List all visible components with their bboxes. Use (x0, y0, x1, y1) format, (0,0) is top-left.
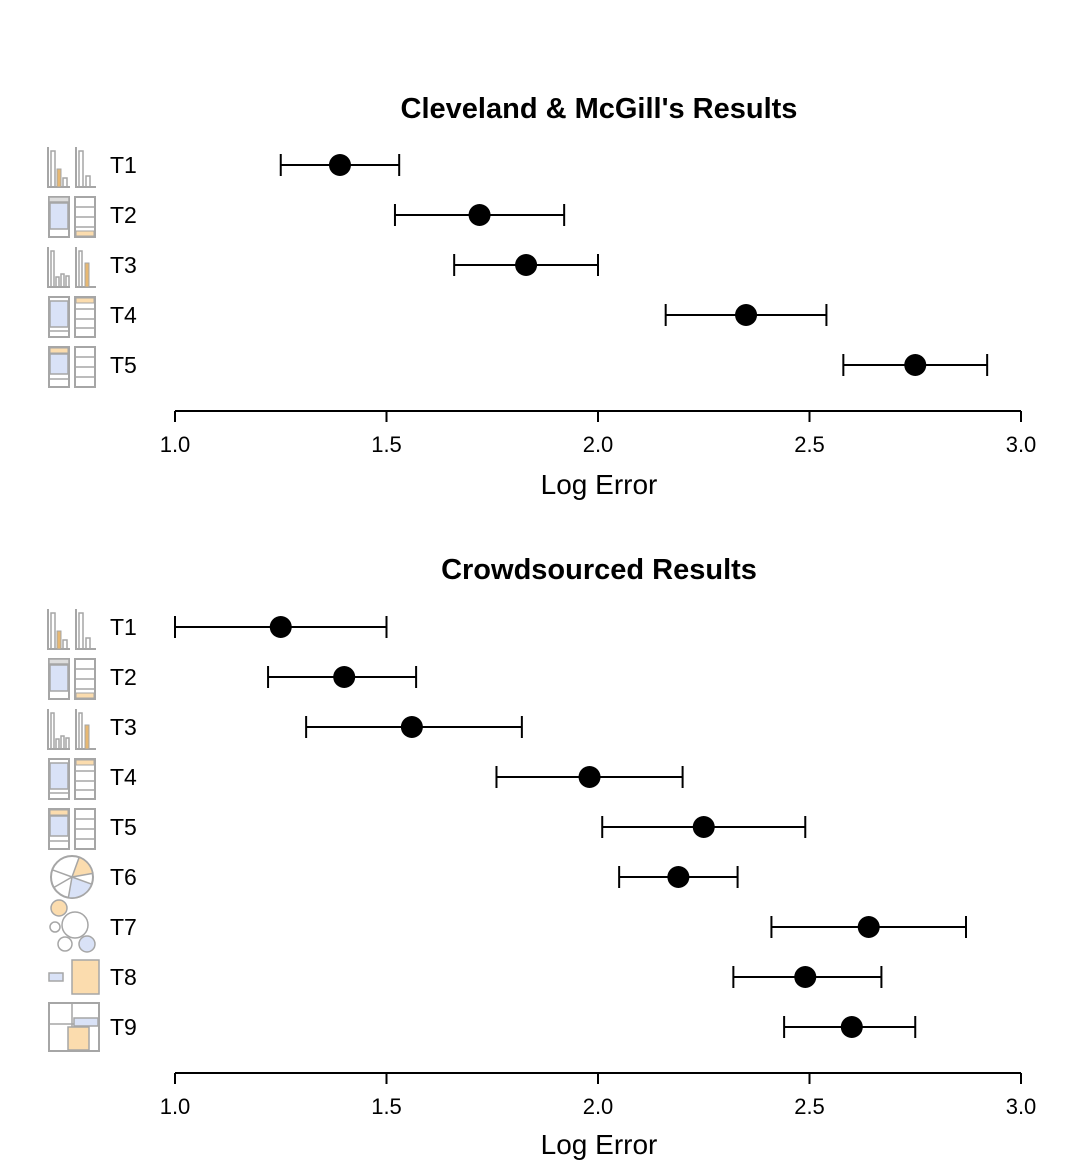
data-row: T5 (48, 346, 989, 388)
category-label: T1 (110, 152, 137, 178)
plot-area: T1 T2 T3 T4 T5 T6 T7 T8 T9 (47, 609, 968, 1052)
chart-title: Crowdsourced Results (441, 554, 757, 586)
stacked-bar-icon (48, 296, 96, 338)
stacked-bar-icon (48, 758, 96, 800)
category-label: T4 (110, 764, 137, 790)
pie-chart-icon (50, 855, 94, 899)
data-row: T1 (47, 609, 388, 650)
data-row: T3 (47, 247, 599, 288)
x-axis: 1.0 1.5 2.0 2.5 3.0 (160, 410, 1037, 457)
data-row: T3 (47, 709, 523, 750)
category-label: T5 (110, 352, 137, 378)
grouped-bar-icon (47, 247, 96, 288)
data-row: T2 (48, 658, 418, 700)
data-point (400, 716, 423, 738)
data-row: T8 (48, 959, 883, 995)
plot-area: T1 T2 T3 T4 T5 (47, 147, 989, 388)
data-row: T7 (49, 899, 968, 953)
data-row: T4 (48, 296, 828, 338)
x-axis-label: Log Error (541, 469, 658, 500)
data-point (794, 966, 817, 988)
x-tick-label: 1.0 (160, 1094, 191, 1119)
stacked-bar-icon (48, 658, 96, 700)
x-tick-label: 2.0 (583, 432, 614, 457)
data-point (692, 816, 715, 838)
area-square-icon (48, 959, 100, 995)
x-tick-label: 2.5 (794, 1094, 825, 1119)
data-point (468, 204, 491, 226)
stacked-bar-icon (48, 346, 96, 388)
data-point (269, 616, 292, 638)
category-label: T2 (110, 202, 137, 228)
data-point (840, 1016, 863, 1038)
data-point (904, 354, 927, 376)
x-tick-label: 3.0 (1006, 432, 1037, 457)
data-row: T6 (50, 855, 739, 899)
data-row: T1 (47, 147, 401, 188)
chart-title: Cleveland & McGill's Results (401, 93, 798, 125)
category-label: T8 (110, 964, 137, 990)
stacked-bar-icon (48, 196, 96, 238)
category-label: T4 (110, 302, 137, 328)
data-point (578, 766, 601, 788)
x-tick-label: 2.0 (583, 1094, 614, 1119)
category-label: T1 (110, 614, 137, 640)
data-point (735, 304, 758, 326)
category-label: T6 (110, 864, 137, 890)
grouped-bar-icon (47, 609, 96, 650)
x-tick-label: 3.0 (1006, 1094, 1037, 1119)
data-row: T5 (48, 808, 807, 850)
data-row: T2 (48, 196, 566, 238)
data-point (667, 866, 690, 888)
data-point (857, 916, 880, 938)
bubble-chart-icon (49, 899, 96, 953)
grouped-bar-icon (47, 709, 96, 750)
data-point (328, 154, 351, 176)
category-label: T7 (110, 914, 137, 940)
stacked-bar-icon (48, 808, 96, 850)
category-label: T3 (110, 252, 137, 278)
x-axis-label: Log Error (541, 1129, 658, 1160)
panel-cleveland-mcgill: Cleveland & McGill's Results T1T2T3T4T5 … (47, 93, 1037, 500)
grouped-bar-icon (47, 147, 96, 188)
x-axis: 1.0 1.5 2.0 2.5 3.0 (160, 1072, 1037, 1119)
panel-crowdsourced: Crowdsourced Results T1T2T3T4T5T6T7T8T9 … (47, 554, 1037, 1160)
x-tick-label: 1.5 (371, 1094, 402, 1119)
category-label: T2 (110, 664, 137, 690)
category-label: T3 (110, 714, 137, 740)
category-label: T9 (110, 1014, 137, 1040)
treemap-icon (48, 1002, 100, 1052)
data-row: T4 (48, 758, 684, 800)
x-tick-label: 2.5 (794, 432, 825, 457)
x-tick-label: 1.5 (371, 432, 402, 457)
category-label: T5 (110, 814, 137, 840)
data-point (515, 254, 538, 276)
data-row: T9 (48, 1002, 917, 1052)
data-point (333, 666, 356, 688)
x-tick-label: 1.0 (160, 432, 191, 457)
